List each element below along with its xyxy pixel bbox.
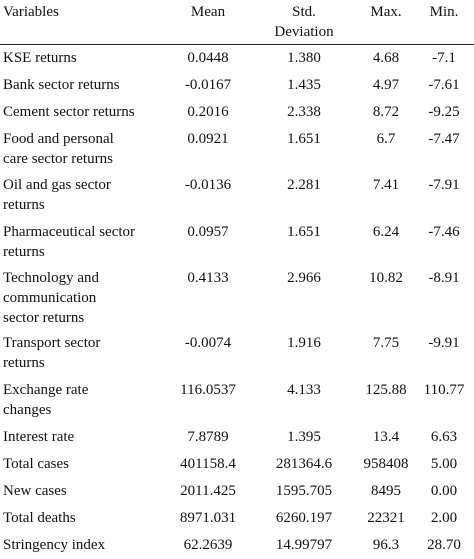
variable-cell: New cases bbox=[3, 481, 173, 501]
mean-cell: 7.8789 bbox=[187, 429, 229, 445]
max-cell: 7.75 bbox=[372, 335, 400, 351]
mean-cell: 0.0957 bbox=[187, 224, 229, 240]
std-deviation-cell: 6260.197 bbox=[275, 510, 333, 526]
min-cell: -7.91 bbox=[428, 177, 460, 193]
variable-cell: KSE returns bbox=[3, 48, 173, 68]
std-deviation-cell: 281364.6 bbox=[275, 456, 333, 472]
min-cell: -8.91 bbox=[428, 270, 460, 286]
header-variables: Variables bbox=[3, 4, 59, 20]
header-mean: Mean bbox=[190, 4, 226, 20]
variable-name-line: KSE returns bbox=[3, 50, 77, 66]
variable-name-line: changes bbox=[3, 402, 52, 418]
variable-cell: Bank sector returns bbox=[3, 75, 173, 95]
mean-cell: 0.4133 bbox=[187, 270, 229, 286]
variable-name-line: Technology and bbox=[3, 270, 100, 286]
min-cell: -7.61 bbox=[428, 77, 460, 93]
max-cell: 4.97 bbox=[372, 77, 400, 93]
header-rule bbox=[0, 44, 474, 45]
variable-cell: Technology and communication sector return… bbox=[3, 268, 173, 328]
mean-cell: 0.0448 bbox=[187, 50, 229, 66]
mean-cell: -0.0136 bbox=[184, 177, 232, 193]
min-cell: -7.46 bbox=[428, 224, 460, 240]
std-deviation-cell: 1.651 bbox=[287, 131, 321, 147]
variable-name-line: Bank sector returns bbox=[3, 77, 120, 93]
std-deviation-cell: 14.99797 bbox=[275, 537, 333, 553]
max-cell: 958408 bbox=[363, 456, 409, 472]
variable-cell: Transport sector returns bbox=[3, 333, 173, 373]
mean-cell: 62.2639 bbox=[183, 537, 233, 553]
variable-cell: Pharmaceutical sector returns bbox=[3, 222, 173, 262]
min-cell: -9.91 bbox=[428, 335, 460, 351]
mean-cell: 0.0921 bbox=[187, 131, 229, 147]
variable-name-line: New cases bbox=[3, 483, 67, 499]
mean-cell: -0.0167 bbox=[184, 77, 232, 93]
variable-cell: Oil and gas sector returns bbox=[3, 175, 173, 215]
std-deviation-cell: 1.395 bbox=[287, 429, 321, 445]
min-cell: -7.47 bbox=[428, 131, 460, 147]
max-cell: 10.82 bbox=[369, 270, 403, 286]
variable-name-line: Transport sector bbox=[3, 335, 101, 351]
min-cell: 0.00 bbox=[430, 483, 458, 499]
variable-name-line: Total deaths bbox=[3, 510, 76, 526]
std-deviation-cell: 1.380 bbox=[287, 50, 321, 66]
max-cell: 96.3 bbox=[372, 537, 400, 553]
variable-name-line: Pharmaceutical sector bbox=[3, 224, 136, 240]
variable-cell: Total cases bbox=[3, 454, 173, 474]
header-row: Variables Mean Std. Deviation Max. Min. bbox=[0, 0, 474, 44]
mean-cell: -0.0074 bbox=[184, 335, 232, 351]
max-cell: 22321 bbox=[367, 510, 405, 526]
variable-name-line: Stringency index bbox=[3, 537, 106, 553]
std-deviation-cell: 1.651 bbox=[287, 224, 321, 240]
min-cell: 2.00 bbox=[430, 510, 458, 526]
variable-name-line: Total cases bbox=[3, 456, 70, 472]
variable-cell: Total deaths bbox=[3, 508, 173, 528]
max-cell: 8.72 bbox=[372, 104, 400, 120]
mean-cell: 401158.4 bbox=[180, 456, 236, 472]
variable-name-line: returns bbox=[3, 197, 45, 213]
header-std-deviation: Std. Deviation bbox=[274, 4, 334, 40]
std-deviation-cell: 4.133 bbox=[287, 382, 321, 398]
max-cell: 4.68 bbox=[372, 50, 400, 66]
variable-name-line: Oil and gas sector bbox=[3, 177, 111, 193]
variable-cell: Interest rate bbox=[3, 427, 173, 447]
variable-cell: Cement sector returns bbox=[3, 102, 173, 122]
min-cell: -9.25 bbox=[428, 104, 460, 120]
max-cell: 8495 bbox=[371, 483, 401, 499]
max-cell: 13.4 bbox=[372, 429, 400, 445]
header-min: Min. bbox=[429, 4, 459, 20]
variable-name-line: Exchange rate bbox=[3, 382, 89, 398]
max-cell: 125.88 bbox=[365, 382, 407, 398]
std-deviation-cell: 1.916 bbox=[287, 335, 321, 351]
mean-cell: 2011.425 bbox=[180, 483, 236, 499]
variable-name-line: returns bbox=[3, 244, 45, 260]
max-cell: 6.7 bbox=[376, 131, 396, 147]
max-cell: 6.24 bbox=[372, 224, 400, 240]
variable-name-line: Interest rate bbox=[3, 429, 75, 445]
variable-cell: Food and personal care sector returns bbox=[3, 129, 173, 169]
std-deviation-cell: 2.281 bbox=[287, 177, 321, 193]
variable-cell: Stringency index bbox=[3, 535, 173, 555]
min-cell: -7.1 bbox=[432, 50, 456, 66]
header-max: Max. bbox=[370, 4, 402, 20]
std-deviation-cell: 1.435 bbox=[287, 77, 321, 93]
variable-name-line: Food and personal bbox=[3, 131, 114, 147]
variable-name-line: returns bbox=[3, 355, 45, 371]
min-cell: 6.63 bbox=[430, 429, 458, 445]
min-cell: 5.00 bbox=[430, 456, 458, 472]
mean-cell: 116.0537 bbox=[180, 382, 236, 398]
mean-cell: 8971.031 bbox=[179, 510, 237, 526]
std-deviation-cell: 2.966 bbox=[287, 270, 321, 286]
min-cell: 28.70 bbox=[427, 537, 461, 553]
std-deviation-cell: 1595.705 bbox=[275, 483, 333, 499]
variable-name-line: communication bbox=[3, 290, 97, 306]
variable-name-line: care sector returns bbox=[3, 151, 113, 167]
variable-name-line: Cement sector returns bbox=[3, 104, 135, 120]
variable-name-line: sector returns bbox=[3, 310, 85, 326]
std-deviation-cell: 2.338 bbox=[287, 104, 321, 120]
mean-cell: 0.2016 bbox=[187, 104, 229, 120]
variable-cell: Exchange rate changes bbox=[3, 380, 173, 420]
max-cell: 7.41 bbox=[372, 177, 400, 193]
min-cell: 110.77 bbox=[423, 382, 465, 398]
